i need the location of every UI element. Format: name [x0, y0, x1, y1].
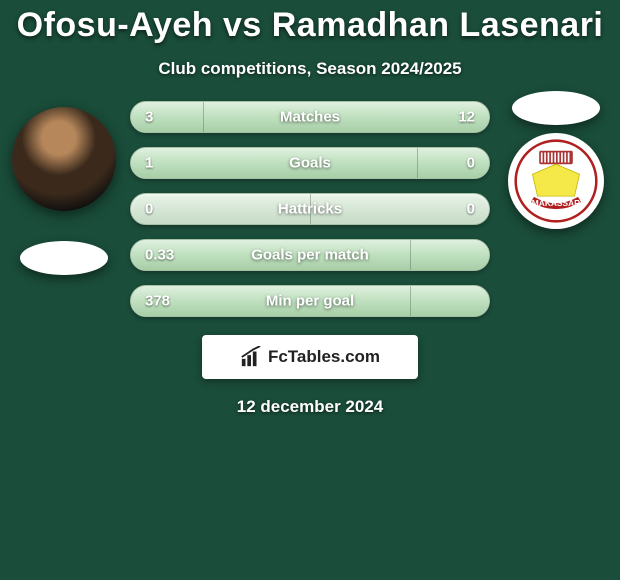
- stat-value-right: 12: [458, 109, 475, 126]
- comparison-row: 3 12 Matches 1 0 Goals 0 0 Hattricks 0.33 Goals pe…: [0, 101, 620, 317]
- club-right-badge: MAKASSAR: [508, 133, 604, 229]
- stat-value-right: 0: [467, 201, 475, 218]
- stat-label: Min per goal: [266, 293, 354, 310]
- player-right-col: MAKASSAR: [500, 107, 612, 229]
- subtitle: Club competitions, Season 2024/2025: [158, 59, 461, 79]
- stat-fill-left: [131, 102, 203, 132]
- stat-divider: [417, 148, 418, 178]
- stat-fill-right: [203, 102, 489, 132]
- stat-value-left: 0.33: [145, 247, 174, 264]
- stat-label: Matches: [280, 109, 340, 126]
- stat-bars: 3 12 Matches 1 0 Goals 0 0 Hattricks 0.33 Goals pe…: [120, 101, 500, 317]
- fctables-logo-text: FcTables.com: [268, 347, 380, 367]
- stat-divider: [203, 102, 204, 132]
- page-title: Ofosu-Ayeh vs Ramadhan Lasenari: [17, 6, 604, 45]
- stat-bar: 0 0 Hattricks: [130, 193, 490, 225]
- club-left-badge: [20, 241, 108, 275]
- stat-divider: [410, 286, 411, 316]
- psm-badge-icon: MAKASSAR: [514, 139, 598, 223]
- stat-value-left: 0: [145, 201, 153, 218]
- date-text: 12 december 2024: [237, 397, 384, 417]
- bar-chart-icon: [240, 346, 262, 368]
- stat-value-left: 1: [145, 155, 153, 172]
- club-right-top-badge: [512, 91, 600, 125]
- stat-bar: 0.33 Goals per match: [130, 239, 490, 271]
- stat-value-left: 3: [145, 109, 153, 126]
- stat-bar: 1 0 Goals: [130, 147, 490, 179]
- stat-bar: 3 12 Matches: [130, 101, 490, 133]
- stat-bar: 378 Min per goal: [130, 285, 490, 317]
- stat-value-right: 0: [467, 155, 475, 172]
- svg-text:MAKASSAR: MAKASSAR: [532, 198, 580, 208]
- stat-label: Goals: [289, 155, 331, 172]
- stat-label: Hattricks: [278, 201, 342, 218]
- player-left-avatar: [12, 107, 116, 211]
- player-left-col: [8, 107, 120, 275]
- stat-label: Goals per match: [251, 247, 369, 264]
- fctables-logo[interactable]: FcTables.com: [202, 335, 418, 379]
- stat-value-left: 378: [145, 293, 170, 310]
- stat-divider: [410, 240, 411, 270]
